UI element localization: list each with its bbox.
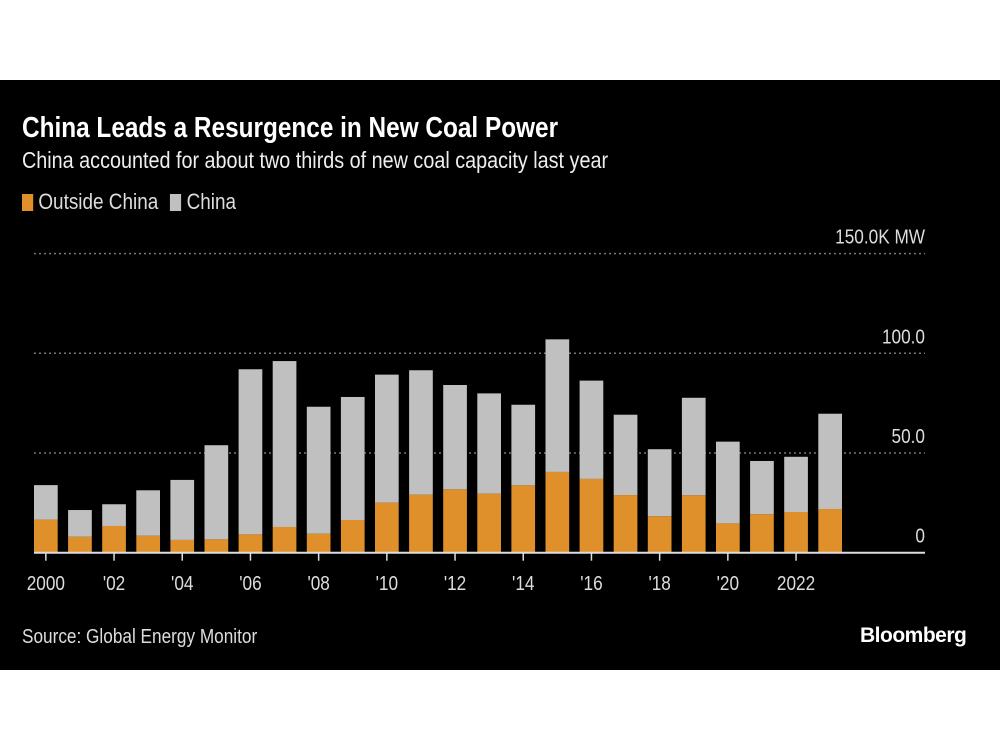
bar-china-2021 [750,460,774,515]
x-tick-label: 2022 [777,572,815,595]
y-tick-label: 50.0 [892,425,925,448]
bar-china-2018 [647,449,672,517]
bar-china-2001 [68,510,92,537]
bar-china-2013 [477,393,501,494]
bar-china-2004 [170,479,195,540]
x-tick-label: '20 [717,572,739,595]
bar-outside-china-2020 [716,523,740,553]
bar-outside-china-2001 [68,536,92,553]
bar-outside-china-2005 [204,539,229,553]
x-tick-label: '02 [103,572,125,595]
bar-outside-china-2018 [647,516,672,553]
bar-china-2023 [818,413,842,510]
bar-china-2006 [238,369,263,535]
bar-outside-china-2003 [136,535,160,553]
bar-outside-china-2023 [818,509,842,553]
bar-china-2009 [340,396,365,520]
legend-item-outside-china: Outside China [22,189,158,215]
bar-china-2014 [511,404,536,486]
bar-outside-china-2016 [579,478,604,553]
y-tick-label: 150.0K MW [835,225,925,248]
legend-label: China [186,189,237,214]
bar-china-2008 [306,406,331,534]
bar-outside-china-2006 [238,534,263,553]
x-tick-label: '18 [648,572,670,595]
bar-china-2010 [375,374,399,503]
bar-china-2016 [579,380,604,479]
x-tick-label: '06 [239,572,261,595]
bar-china-2020 [716,441,740,524]
bar-china-2003 [136,490,160,536]
bar-outside-china-2015 [545,471,570,553]
bar-outside-china-2002 [102,525,126,553]
bar-outside-china-2017 [613,495,638,553]
legend-swatch-outside-china [22,193,34,211]
x-tick-label: '08 [307,572,329,595]
bar-china-2015 [545,339,570,472]
bloomberg-logo: Bloomberg [860,624,967,647]
bar-china-2000 [34,485,58,520]
x-tick-label: '12 [444,572,466,595]
bar-outside-china-2013 [477,493,501,553]
x-tick-label: '14 [512,572,534,595]
x-tick-label: '10 [376,572,398,595]
bar-outside-china-2019 [681,495,706,553]
bar-outside-china-2007 [272,526,297,553]
bar-outside-china-2014 [511,485,536,553]
chart-title: China Leads a Resurgence in New Coal Pow… [22,112,559,144]
y-tick-label: 100.0 [882,325,925,348]
bar-china-2017 [613,414,638,496]
bar-china-2012 [443,385,467,490]
bar-china-2011 [409,370,433,495]
chart-subtitle: China accounted for about two thirds of … [22,147,609,173]
x-tick-label: '04 [171,572,193,595]
bar-china-2002 [102,504,126,526]
bar-china-2022 [784,456,808,513]
y-tick-label: 0 [915,524,925,547]
bar-china-2019 [681,397,706,496]
bar-outside-china-2008 [306,533,331,553]
bar-outside-china-2012 [443,489,467,553]
legend: Outside China China [22,189,248,215]
bar-outside-china-2010 [375,502,399,553]
legend-label: Outside China [38,189,159,214]
bar-outside-china-2004 [170,539,195,553]
legend-swatch-china [170,193,182,211]
bar-outside-china-2011 [409,494,433,553]
bar-outside-china-2000 [34,519,58,553]
bar-outside-china-2022 [784,512,808,553]
source-note: Source: Global Energy Monitor [22,626,258,648]
legend-item-china: China [170,189,236,215]
x-tick-label: 2000 [27,572,65,595]
bar-outside-china-2021 [750,514,774,553]
chart-panel [0,80,1000,670]
bar-china-2007 [272,361,297,527]
bar-china-2005 [204,445,229,540]
x-tick-label: '16 [580,572,602,595]
bar-outside-china-2009 [340,519,365,553]
